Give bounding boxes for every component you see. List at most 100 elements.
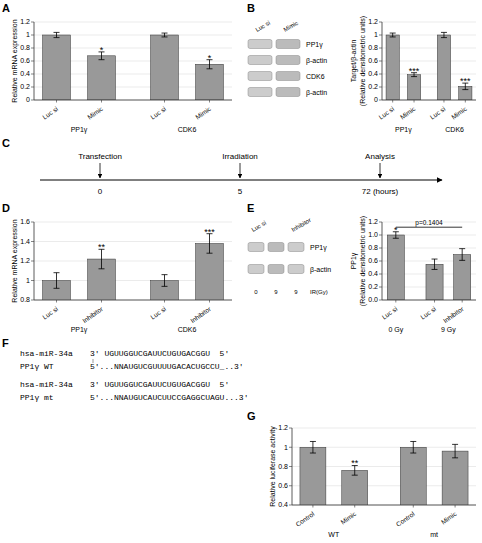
bars (43, 234, 224, 300)
y-tick (379, 35, 382, 36)
x-tick (101, 100, 102, 103)
event-arrow (100, 163, 101, 178)
sequence-name: hsa-miR-34a (20, 380, 73, 389)
sequence-name: PP1γ mt (20, 393, 54, 402)
error-bar (310, 441, 316, 453)
blot-band (248, 88, 272, 97)
group-label: PP1γ (395, 126, 412, 134)
error-bar (207, 234, 213, 254)
y-tick-label: 1 (26, 31, 30, 38)
y-axis-label: Relative luciferase activity (269, 426, 277, 507)
bar-panel: E0.00.20.40.60.81.01.2*p=0.1404Luc siLuc… (247, 202, 476, 334)
x-tick (164, 300, 165, 303)
x-tick-label: Mimic (86, 105, 105, 121)
y-axis-label-line: Relative mRNA expression (11, 219, 19, 302)
x-tick (414, 100, 415, 103)
bar-panel: A00.20.40.60.811.2**Luc siMimicLuc siMim… (2, 2, 232, 134)
panel-letter: G (247, 410, 256, 422)
y-axis-label-line: (Relative densitometric units) (359, 216, 367, 306)
x-tick (209, 100, 210, 103)
significance: * (208, 53, 212, 63)
bar (407, 75, 420, 100)
grid-line (292, 428, 476, 429)
blot-row-label: PP1γ (306, 41, 323, 49)
y-tick-label: 0.8 (278, 463, 288, 470)
x-tick-label: Control (395, 510, 417, 528)
y-tick (379, 274, 382, 275)
y-tick-label: 1.6 (20, 218, 30, 225)
grid-line (34, 100, 232, 101)
x-tick-label: Luc si (41, 305, 59, 320)
error-bar (54, 32, 60, 37)
y-tick-label: 1.2 (278, 424, 288, 431)
error-bar (432, 259, 438, 269)
grid-line (34, 222, 232, 223)
significance: ** (351, 458, 359, 468)
sequence: 5'...NNAUGUCGUUUUGACACUGCCU_..3' (90, 362, 244, 371)
blot-band (288, 243, 304, 252)
sequence: 5'...NNAUGUCAUCUUCCGAGGCUAGU...3' (90, 393, 248, 402)
x-tick (465, 100, 466, 103)
y-tick (379, 287, 382, 288)
error-bar (162, 33, 168, 37)
x-tick-label: Luc si (149, 105, 167, 120)
y-tick (289, 466, 292, 467)
blot-band (276, 40, 300, 49)
bar (437, 35, 450, 100)
y-tick-label: 1.2 (20, 18, 30, 25)
blot-column-label: Mimic (283, 20, 300, 33)
y-tick (31, 280, 34, 281)
y-tick-label: 0.8 (368, 44, 378, 51)
y-axis-label-line: PP1γ (350, 252, 358, 269)
bar (387, 235, 404, 300)
x-tick (395, 300, 396, 303)
bar-panel: D0.811.21.41.6*****Luc siInhibitorLuc si… (2, 202, 232, 378)
blot-band (248, 40, 272, 49)
y-tick-label: 1 (26, 277, 30, 284)
x-tick-label: Luc si (41, 105, 59, 120)
blot-row-label: β-actin (310, 266, 331, 274)
blot-column-label: Luc si (255, 20, 272, 33)
grid-line (34, 300, 232, 301)
x-tick (434, 300, 435, 303)
time-label: 72 (hours) (362, 187, 399, 196)
y-axis-label-line: Relative luciferase activity (269, 426, 277, 507)
y-tick-label: 0.6 (20, 57, 30, 64)
x-tick-label: Luc si (419, 305, 437, 320)
blot-dose: 0 (254, 289, 258, 295)
blot-band (248, 243, 264, 252)
blot-dose: 9 (274, 289, 278, 295)
blot-dose-label: IR(Gy) (310, 289, 328, 295)
y-tick-label: 1 (374, 31, 378, 38)
sequence-name: PP1γ WT (20, 362, 54, 371)
group-label: PP1γ (71, 326, 88, 334)
blot-band (248, 56, 272, 65)
y-tick-label: 1 (284, 444, 288, 451)
y-tick (379, 100, 382, 101)
x-tick-label: Inhibitor (189, 305, 213, 324)
bar (43, 35, 71, 100)
event-label: Irradiation (222, 152, 258, 161)
y-tick (31, 100, 34, 101)
y-axis-label: PP1γ(Relative densitometric units) (350, 216, 367, 306)
group-label: WT (328, 531, 340, 538)
x-tick-label: Mimic (450, 105, 469, 121)
error-bar (459, 249, 465, 261)
group-label: CDK6 (178, 326, 197, 333)
significance: * (394, 225, 398, 235)
y-axis-label-line: Target/β-actin (350, 40, 358, 83)
bars (387, 232, 470, 300)
y-tick (379, 61, 382, 62)
y-axis-label-line: (Relative densitometric units) (359, 16, 367, 106)
significance: *** (204, 227, 215, 237)
bars (300, 441, 468, 505)
bar (88, 56, 116, 100)
blot-band (276, 56, 300, 65)
error-bar (452, 444, 458, 457)
bar (300, 447, 326, 505)
grid-line (382, 100, 476, 101)
y-axis (382, 22, 383, 100)
y-tick-label: 0.2 (368, 283, 378, 290)
y-tick (379, 48, 382, 49)
group-label: 0 Gy (388, 326, 403, 334)
